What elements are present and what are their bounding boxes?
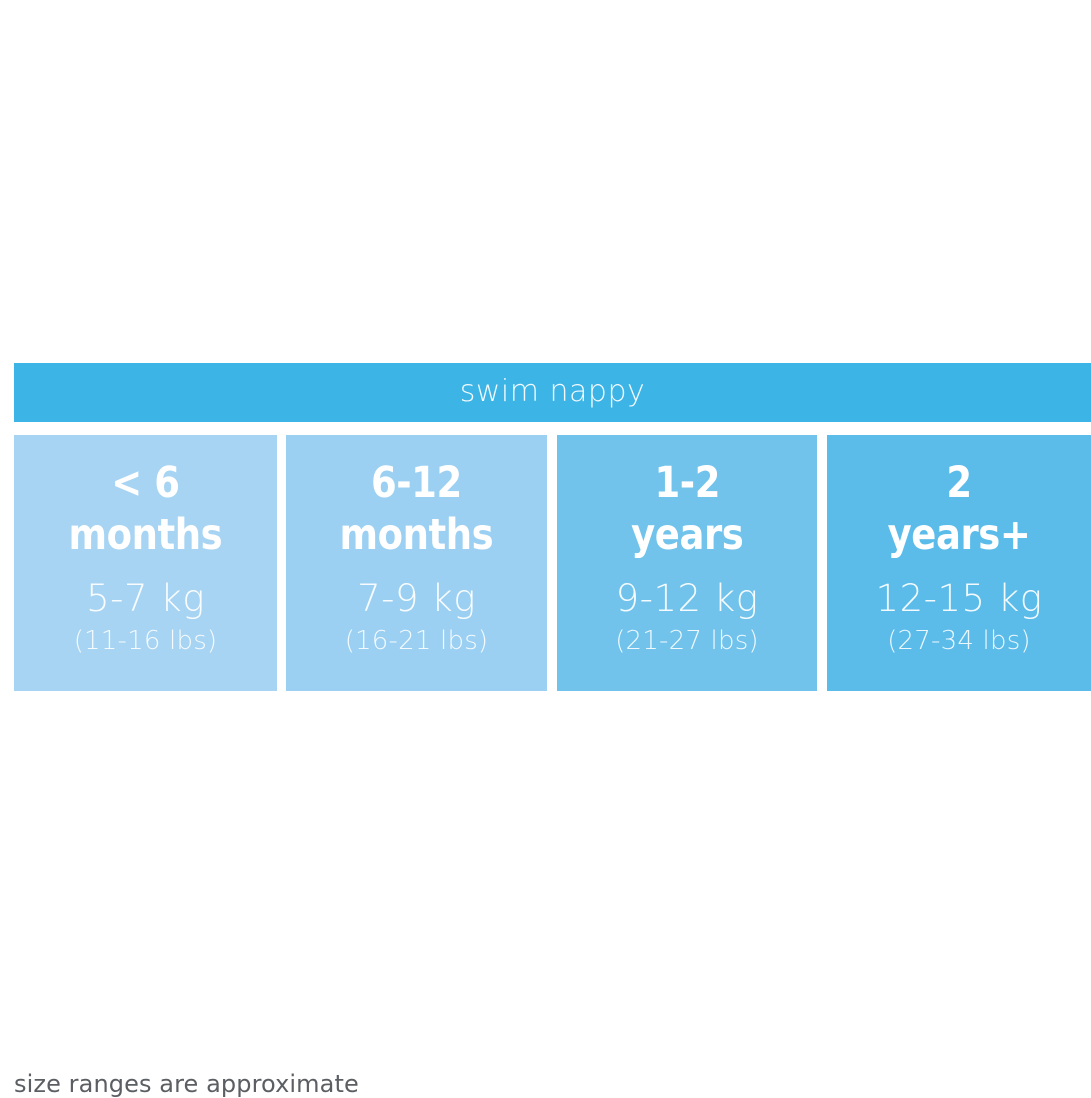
chart-header-bar: swim nappy <box>14 363 1091 422</box>
size-column-weight-kg-label: 12-15 kg <box>875 577 1043 620</box>
size-column-age-label: 2 years+ <box>887 458 1031 560</box>
size-chart-footnote: size ranges are approximate <box>14 1070 359 1098</box>
size-column-2-years-plus[interactable]: 2 years+ 12-15 kg (27-34 lbs) <box>827 435 1091 691</box>
size-column-weight-lbs-label: (21-27 lbs) <box>615 626 759 656</box>
size-column-weight-kg-label: 9-12 kg <box>615 577 759 620</box>
size-column-age-label: < 6 months <box>68 458 223 560</box>
size-columns-row: < 6 months 5-7 kg (11-16 lbs) 6-12 month… <box>14 435 1091 691</box>
size-column-6-12-months[interactable]: 6-12 months 7-9 kg (16-21 lbs) <box>286 435 547 691</box>
size-column-weight-kg-label: 7-9 kg <box>357 577 476 620</box>
size-column-age-label: 6-12 months <box>339 458 494 560</box>
size-column-under-6-months[interactable]: < 6 months 5-7 kg (11-16 lbs) <box>14 435 277 691</box>
size-column-1-2-years[interactable]: 1-2 years 9-12 kg (21-27 lbs) <box>557 435 817 691</box>
size-column-age-label: 1-2 years <box>630 458 744 560</box>
size-column-weight-lbs-label: (27-34 lbs) <box>887 626 1031 656</box>
size-column-weight-lbs-label: (16-21 lbs) <box>344 626 489 656</box>
size-column-weight-kg-label: 5-7 kg <box>86 577 205 620</box>
chart-header-title: swim nappy <box>459 373 646 409</box>
size-column-weight-lbs-label: (11-16 lbs) <box>73 626 218 656</box>
size-chart: swim nappy < 6 months 5-7 kg (11-16 lbs)… <box>0 363 1091 1098</box>
